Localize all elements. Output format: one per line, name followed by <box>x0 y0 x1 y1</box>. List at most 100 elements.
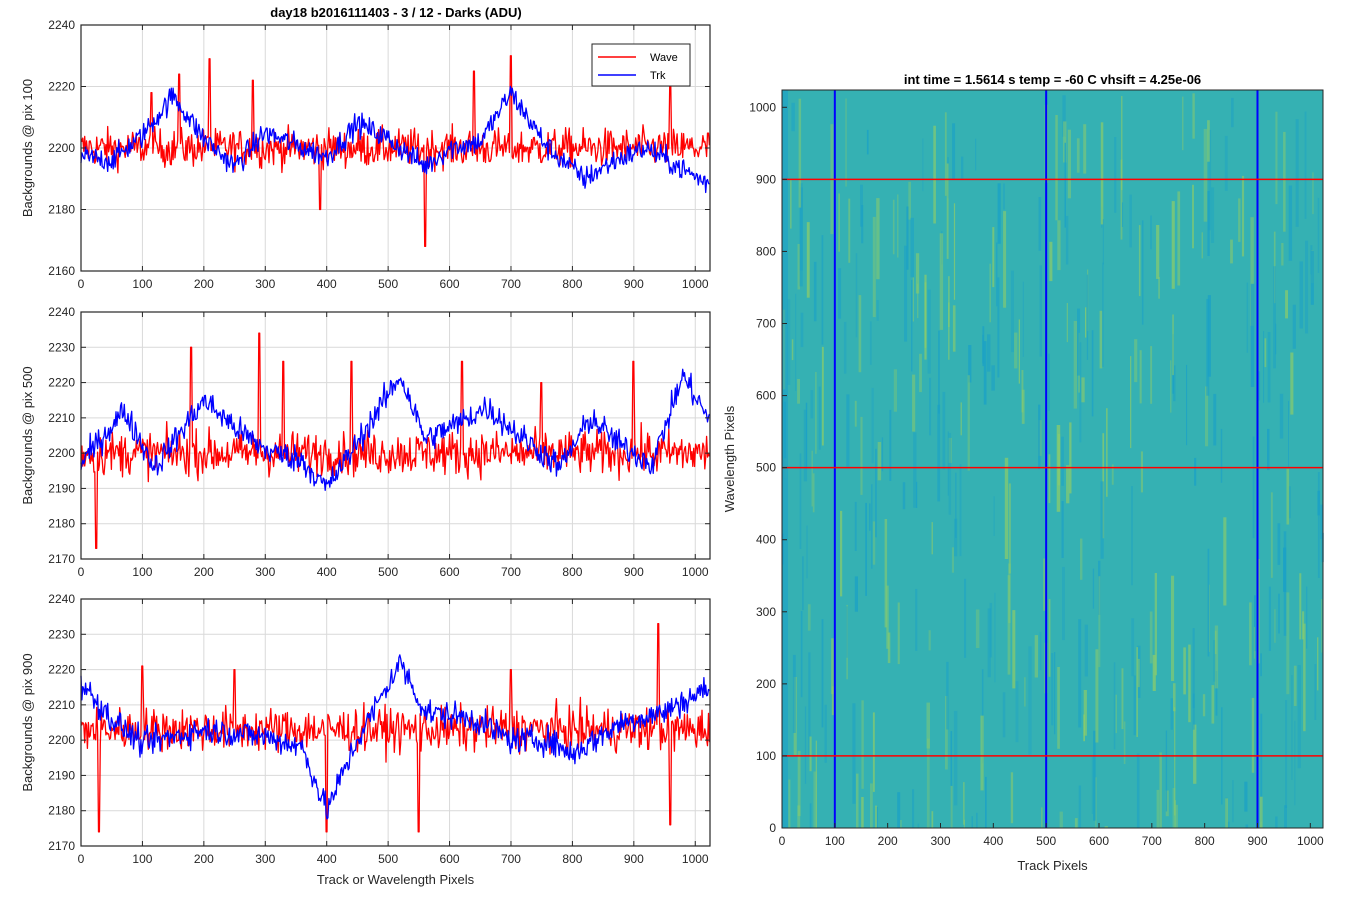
heatmap-streak <box>1039 265 1042 357</box>
heatmap-streak <box>1250 283 1255 387</box>
x-tick-label: 400 <box>983 834 1003 848</box>
heatmap-streak <box>1215 671 1218 716</box>
heatmap-streak <box>1172 314 1174 376</box>
y-tick-label: 600 <box>756 389 776 403</box>
heatmap-streak <box>808 652 811 757</box>
heatmap-streak <box>955 472 957 538</box>
heatmap-streak <box>937 404 941 502</box>
heatmap-streak <box>846 394 850 467</box>
heatmap-streak <box>1018 319 1020 384</box>
heatmap-streak <box>992 227 995 288</box>
heatmap-streak <box>897 792 901 828</box>
heatmap-streak <box>906 206 909 270</box>
heatmap-streak <box>1066 465 1070 504</box>
heatmap-streak <box>904 245 908 342</box>
heatmap-streak <box>1244 781 1248 812</box>
heatmap-streak <box>831 686 835 716</box>
heatmap-streak <box>929 377 932 436</box>
heatmap-streak <box>1213 393 1217 446</box>
heatmap-streak <box>1010 772 1014 824</box>
x-axis-label: Track Pixels <box>1017 858 1088 873</box>
heatmap-streak <box>1059 811 1063 828</box>
heatmap-streak <box>858 295 862 373</box>
heatmap-streak <box>933 125 936 224</box>
heatmap-streak <box>1295 119 1299 227</box>
heatmap-streak <box>815 372 817 454</box>
heatmap-streak <box>951 547 954 573</box>
heatmap-streak <box>1028 646 1032 755</box>
axes-box <box>80 311 711 560</box>
heatmap-streak <box>1275 111 1278 205</box>
y-tick-label: 2220 <box>48 376 75 390</box>
heatmap-streak <box>806 525 808 579</box>
x-tick-label: 100 <box>132 565 152 579</box>
heatmap-streak <box>1051 653 1054 726</box>
heatmap-streak <box>1080 538 1083 580</box>
y-tick-label: 700 <box>756 317 776 331</box>
heatmap-streak <box>1294 720 1296 806</box>
heatmap-streak <box>1320 504 1324 540</box>
heatmap-streak <box>1039 631 1042 671</box>
heatmap-streak <box>975 138 977 171</box>
x-tick-label: 800 <box>562 565 582 579</box>
heatmap-streak <box>1231 97 1234 128</box>
heatmap-streak <box>1268 586 1271 651</box>
heatmap-streak <box>1047 353 1050 411</box>
heatmap-streak <box>797 244 800 290</box>
x-tick-label: 1000 <box>682 565 709 579</box>
heatmap-streak <box>1150 346 1153 404</box>
heatmap-streak <box>954 518 958 557</box>
line-plot-1: 0 100 200 300 400 500 600 700 800 900 1000 2160 2180… <box>20 18 711 291</box>
heatmap-streak <box>983 341 987 405</box>
heatmap-streak <box>1049 241 1053 282</box>
heatmap-streak <box>1285 290 1288 319</box>
x-tick-label: 700 <box>1142 834 1162 848</box>
heatmap-streak <box>1095 649 1099 743</box>
heatmap-streak <box>1232 780 1234 823</box>
heatmap-streak <box>908 181 911 220</box>
heatmap-streak <box>1111 464 1114 485</box>
heatmap-streak <box>912 277 914 322</box>
heatmap-streak <box>1288 400 1289 468</box>
heatmap-streak <box>1098 560 1101 615</box>
heatmap-streak <box>946 661 949 730</box>
y-tick-label: 2200 <box>48 733 75 747</box>
heatmap-streak <box>1114 137 1117 213</box>
x-tick-label: 600 <box>440 277 460 291</box>
heatmap-streak <box>1024 677 1026 707</box>
heatmap-streak <box>1008 563 1011 624</box>
heatmap-streak <box>1220 428 1223 483</box>
heatmap-edge <box>782 90 788 828</box>
heatmap-streak <box>1278 593 1280 634</box>
heatmap-streak <box>1002 692 1006 738</box>
heatmap-streak <box>1259 796 1263 828</box>
heatmap-streak <box>838 268 842 319</box>
heatmap-streak <box>811 450 813 507</box>
heatmap-streak <box>1310 250 1314 305</box>
x-tick-label: 900 <box>624 852 644 866</box>
heatmap-streak <box>1245 824 1249 828</box>
heatmap-streak <box>1086 274 1089 360</box>
heatmap-streak <box>1207 120 1210 162</box>
heatmap-streak <box>1177 191 1181 286</box>
heatmap-streak <box>948 437 952 463</box>
axes-box <box>80 598 711 847</box>
heatmap-streak <box>1055 115 1058 221</box>
heatmap-streak <box>1225 798 1228 828</box>
heatmap-streak <box>824 704 827 763</box>
heatmap-streak <box>877 442 882 481</box>
heatmap-streak <box>1078 785 1082 828</box>
x-tick-label: 200 <box>194 565 214 579</box>
heatmap-streak <box>838 193 840 252</box>
heatmap-streak <box>976 812 978 828</box>
heatmap-streak <box>1306 586 1308 649</box>
heatmap-streak <box>854 576 858 612</box>
heatmap-streak <box>926 702 930 749</box>
heatmap-streak <box>1263 331 1265 403</box>
legend-box <box>591 43 691 87</box>
heatmap-streak <box>1192 693 1195 730</box>
y-tick-label: 800 <box>756 244 776 258</box>
heatmap-streak <box>889 409 892 481</box>
heatmap-streak <box>928 630 931 651</box>
heatmap-streak <box>917 823 920 828</box>
